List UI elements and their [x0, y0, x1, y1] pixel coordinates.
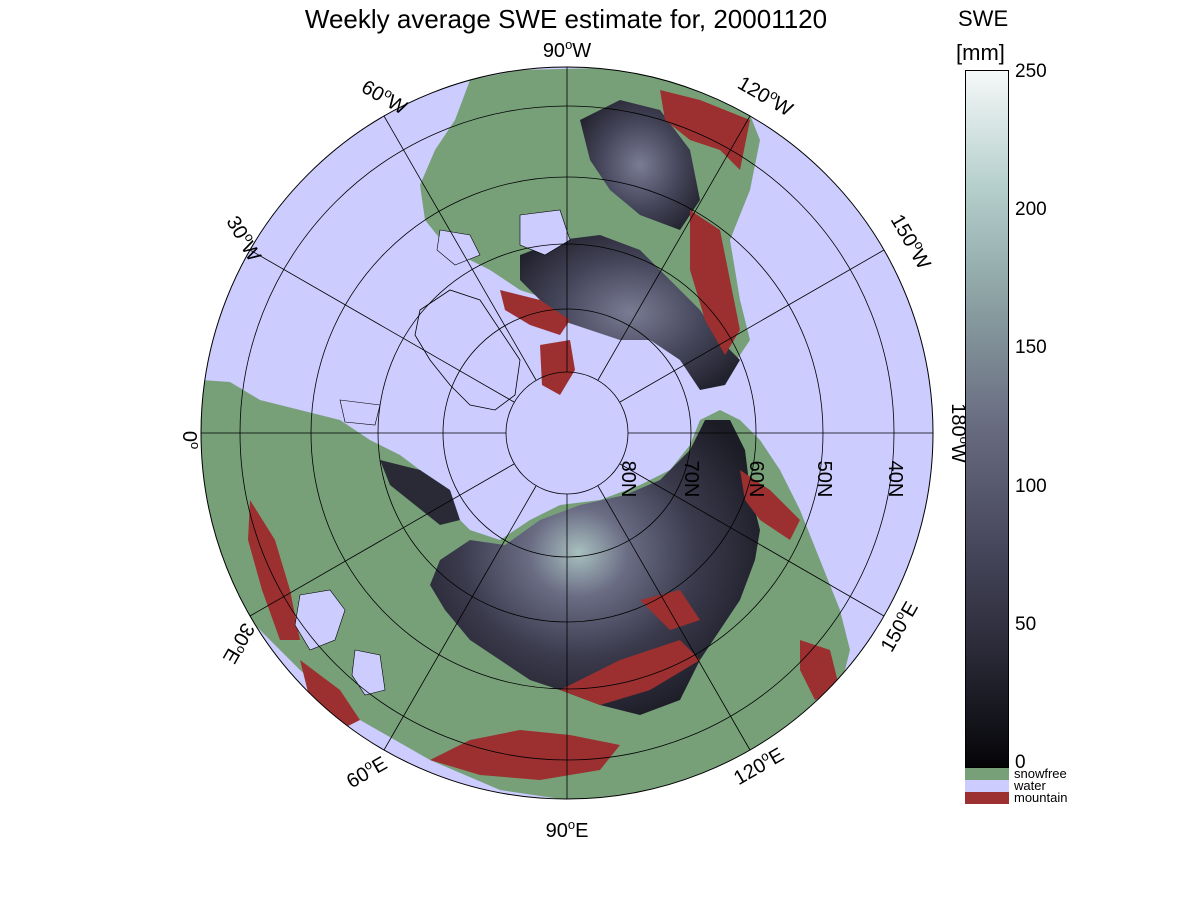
lat-label-50n: 50N	[813, 461, 835, 498]
lon-label-30e: 30oE	[218, 619, 261, 669]
lat-label-80n: 80N	[617, 461, 639, 498]
lon-label-90w: 90oW	[543, 37, 591, 62]
colorbar-tick: 0	[1015, 752, 1026, 773]
colorbar-title: SWE	[958, 6, 1009, 31]
legend-label-snowfree: snowfree	[1014, 766, 1067, 781]
alaska-snow	[580, 100, 700, 230]
lon-label-150w: 150oW	[886, 209, 937, 273]
latitude-labels: 80N 70N 60N 50N 40N	[617, 461, 906, 498]
legend-swatch-snowfree	[965, 768, 1009, 780]
colorbar-tick: 100	[1015, 476, 1047, 497]
legend-label-water: water	[1014, 778, 1046, 793]
mountain-areas	[248, 90, 840, 780]
north-america-snow	[520, 235, 740, 390]
colorbar-tick: 200	[1015, 199, 1047, 220]
lon-label-180w: 180oW	[947, 403, 972, 463]
legend-swatch-mountain	[965, 792, 1009, 804]
lat-label-70n: 70N	[680, 461, 702, 498]
colorbar-tick: 250	[1015, 61, 1047, 82]
land-layer	[201, 68, 850, 799]
meridian-grid	[201, 67, 933, 799]
lon-label-90e: 90oE	[546, 817, 589, 842]
lon-label-60e: 60oE	[341, 750, 391, 793]
colorbar-tick: 50	[1015, 614, 1037, 635]
greenland	[414, 289, 521, 411]
lat-label-60n: 60N	[745, 461, 767, 498]
legend-swatch-water	[965, 780, 1009, 792]
map-title: Weekly average SWE estimate for, 2000112…	[304, 4, 828, 34]
colorbar-tick: 150	[1015, 337, 1047, 358]
inland-water	[294, 209, 571, 696]
scandinavia-snow	[380, 460, 460, 525]
colorbar-gradient	[965, 70, 1009, 768]
lat-label-40n: 40N	[884, 461, 906, 498]
legend-label-mountain: mountain	[1014, 790, 1068, 805]
colorbar-unit: [mm]	[956, 40, 1005, 65]
lon-label-0: 0o	[178, 431, 203, 449]
